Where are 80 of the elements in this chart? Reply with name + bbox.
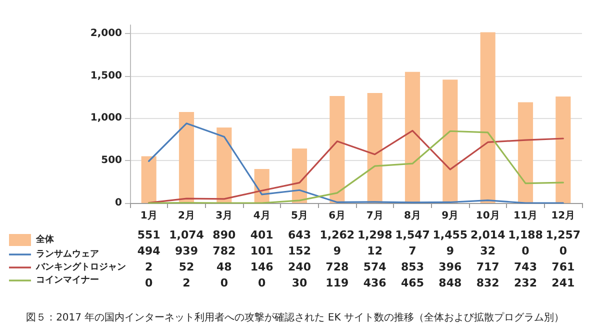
- x-tick-label: 11月: [514, 210, 538, 222]
- data-label: 101: [250, 244, 274, 258]
- x-tick-label: 7月: [366, 210, 384, 222]
- data-label: 890: [212, 228, 236, 242]
- data-label: 2: [182, 276, 190, 290]
- bar: [556, 96, 571, 203]
- legend-label: バンキングトロジャン: [35, 262, 126, 272]
- y-tick-label: 500: [101, 155, 122, 166]
- legend-label: コインマイナー: [36, 276, 99, 286]
- data-label: 465: [401, 276, 424, 290]
- data-label: 643: [288, 228, 311, 242]
- x-tick-label: 5月: [291, 210, 308, 222]
- data-label: 396: [438, 260, 462, 274]
- bar: [141, 156, 156, 203]
- data-label: 436: [363, 276, 387, 290]
- x-tick-label: 1月: [140, 210, 158, 222]
- data-label: 241: [552, 276, 575, 290]
- data-label: 574: [363, 260, 387, 274]
- data-label: 1,455: [432, 228, 468, 242]
- bar: [178, 112, 194, 203]
- data-label: 1,298: [357, 228, 392, 242]
- data-label: 728: [326, 260, 349, 274]
- data-label: 939: [175, 244, 198, 258]
- data-label: 761: [552, 260, 575, 274]
- data-label: 119: [326, 276, 349, 290]
- x-tick-label: 10月: [476, 210, 500, 222]
- y-tick-label: 1,500: [90, 70, 122, 82]
- legend-label: 全体: [35, 234, 55, 245]
- bar: [404, 72, 420, 203]
- bar: [518, 102, 534, 203]
- data-label: 0: [559, 244, 568, 258]
- data-label: 1,188: [508, 228, 543, 242]
- data-label: 494: [137, 244, 161, 258]
- x-tick-label: 6月: [328, 210, 346, 222]
- data-label: 1,074: [169, 228, 204, 242]
- data-label: 848: [438, 276, 462, 290]
- y-tick-label: 2,000: [90, 28, 122, 39]
- data-label: 152: [288, 244, 311, 258]
- x-tick-label: 12月: [551, 210, 576, 222]
- data-label: 32: [480, 244, 496, 258]
- data-label: 2: [145, 260, 153, 274]
- bar: [216, 128, 232, 203]
- y-tick-label: 1,000: [90, 112, 122, 124]
- data-label: 551: [137, 228, 160, 242]
- x-tick-label: 9月: [442, 210, 459, 222]
- x-tick-label: 2月: [178, 210, 195, 222]
- data-label: 52: [178, 260, 194, 274]
- data-label: 853: [401, 260, 424, 274]
- data-label: 240: [288, 260, 312, 274]
- data-label: 401: [250, 228, 274, 242]
- x-tick-label: 4月: [253, 210, 270, 222]
- data-label: 0: [258, 276, 266, 290]
- bar: [480, 32, 496, 203]
- data-label: 832: [476, 276, 500, 290]
- legend-label: ランサムウェア: [36, 250, 99, 260]
- bar: [367, 92, 382, 203]
- data-label: 146: [250, 260, 274, 274]
- data-label: 232: [514, 276, 537, 290]
- x-tick-label: 8月: [404, 210, 421, 222]
- data-label: 1,547: [395, 228, 430, 242]
- data-label: 0: [145, 276, 154, 290]
- data-label: 7: [408, 244, 416, 258]
- data-label: 12: [367, 244, 382, 258]
- bar: [330, 96, 345, 203]
- data-label: 2,014: [470, 228, 506, 242]
- data-label: 1,257: [546, 228, 581, 242]
- data-label: 30: [292, 276, 308, 290]
- data-label: 9: [333, 244, 341, 258]
- data-label: 717: [476, 260, 500, 274]
- caption: 図５：2017 年の国内インターネット利用者への攻撃が確認された EK サイト数の推移（全体および拡散プログラム別）: [26, 312, 564, 324]
- data-label: 782: [212, 244, 236, 258]
- data-label: 48: [216, 260, 232, 274]
- y-tick-label: 0: [115, 198, 122, 208]
- x-tick-label: 3月: [216, 210, 233, 222]
- data-label: 0: [220, 276, 228, 290]
- data-label: 1,262: [320, 228, 355, 242]
- bar: [442, 80, 458, 203]
- data-label: 0: [522, 244, 530, 258]
- data-label: 743: [514, 260, 537, 274]
- data-label: 9: [446, 244, 454, 258]
